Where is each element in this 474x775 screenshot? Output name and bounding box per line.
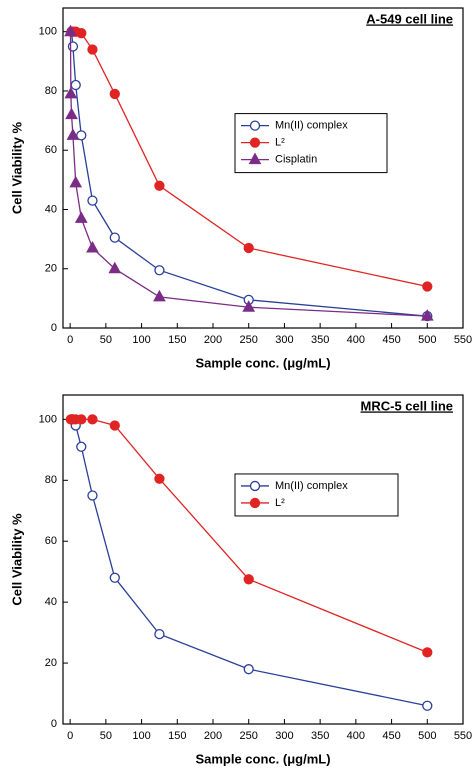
marker: [109, 572, 120, 583]
x-axis-label: Sample conc. (μg/mL): [195, 751, 330, 766]
x-tick-label: 400: [347, 730, 365, 742]
legend-marker: [249, 480, 261, 492]
legend-label: L²: [275, 137, 285, 149]
marker: [64, 24, 77, 37]
marker: [109, 420, 120, 431]
marker: [87, 195, 98, 206]
marker: [69, 175, 83, 188]
x-tick-label: 450: [382, 730, 400, 742]
y-tick-label: 100: [39, 413, 57, 425]
marker: [108, 261, 122, 274]
marker: [422, 647, 433, 658]
x-tick-label: 50: [100, 730, 112, 742]
marker: [109, 88, 120, 100]
series-line: [71, 418, 428, 707]
x-tick-label: 100: [132, 730, 150, 742]
x-tick-label: 150: [168, 334, 186, 346]
marker: [154, 265, 165, 276]
marker: [422, 700, 433, 711]
y-axis-label: Cell Viability %: [9, 513, 24, 606]
marker: [64, 86, 78, 99]
chart: 0 50 100 150 200 250 300 350 400 450 500 550 0 20 40 60…: [9, 7, 472, 370]
x-tick-label: 500: [418, 730, 436, 742]
marker: [242, 300, 256, 312]
marker: [153, 289, 166, 302]
marker: [86, 240, 99, 253]
y-tick-label: 0: [51, 322, 57, 334]
x-tick-label: 500: [418, 334, 436, 346]
marker: [154, 628, 165, 640]
marker: [65, 107, 78, 120]
x-tick-label: 150: [168, 730, 186, 742]
x-tick-label: 250: [240, 334, 258, 346]
series-line: [69, 31, 428, 317]
plot-frame: [62, 7, 464, 329]
plot-frame: [62, 394, 464, 725]
y-tick-label: 60: [45, 144, 57, 156]
y-tick-label: 80: [45, 474, 57, 486]
series-line: [70, 418, 428, 654]
x-tick-label: 200: [204, 730, 222, 742]
chart: 0 50 100 150 200 250 300 350 400 450 500 550 0 20 40 60…: [9, 394, 472, 766]
marker: [87, 490, 98, 501]
x-tick-label: 0: [67, 730, 73, 742]
y-axis-label: Cell Viability %: [9, 121, 24, 214]
x-tick-label: 550: [454, 334, 472, 346]
chart-title: MRC-5 cell line: [361, 398, 453, 413]
marker: [243, 242, 254, 254]
legend-label: Mn(II) complex: [275, 480, 348, 492]
y-tick-label: 20: [45, 657, 57, 669]
legend-label: Cisplatin: [275, 154, 317, 166]
x-tick-label: 400: [347, 334, 365, 346]
x-tick-label: 550: [454, 730, 472, 742]
legend-box: [234, 473, 399, 517]
x-tick-label: 100: [132, 334, 150, 346]
x-tick-label: 300: [275, 334, 293, 346]
marker: [87, 44, 98, 55]
series-line: [70, 31, 428, 317]
legend-marker: [249, 497, 261, 509]
y-tick-label: 0: [51, 718, 57, 730]
x-tick-label: 50: [100, 334, 112, 346]
legend-marker: [249, 120, 261, 131]
chart-title: A-549 cell line: [366, 11, 453, 26]
y-tick-label: 100: [39, 26, 57, 38]
x-axis-label: Sample conc. (μg/mL): [195, 355, 330, 370]
y-tick-label: 20: [45, 263, 57, 275]
marker: [422, 281, 433, 292]
marker: [74, 211, 88, 223]
x-tick-label: 450: [382, 334, 400, 346]
x-tick-label: 300: [275, 730, 293, 742]
y-tick-label: 40: [45, 203, 57, 215]
marker: [154, 473, 165, 484]
y-tick-label: 60: [45, 535, 57, 547]
marker: [243, 664, 254, 675]
legend-label: L²: [275, 497, 285, 509]
marker: [87, 414, 98, 425]
x-tick-label: 250: [240, 730, 258, 742]
legend-label: Mn(II) complex: [275, 120, 348, 132]
x-tick-label: 0: [67, 334, 73, 346]
marker: [154, 180, 165, 191]
marker: [76, 28, 87, 39]
marker: [420, 309, 434, 321]
x-tick-label: 350: [311, 334, 329, 346]
y-tick-label: 40: [45, 596, 57, 608]
x-tick-label: 350: [311, 730, 329, 742]
marker: [76, 441, 87, 452]
marker: [243, 574, 254, 585]
marker: [109, 232, 120, 243]
marker: [76, 414, 87, 425]
marker: [67, 41, 79, 52]
marker: [70, 79, 81, 91]
legend-marker: [248, 152, 262, 165]
legend-marker: [249, 137, 261, 148]
x-tick-label: 200: [204, 334, 222, 346]
marker: [66, 128, 80, 140]
y-tick-label: 80: [45, 85, 57, 97]
